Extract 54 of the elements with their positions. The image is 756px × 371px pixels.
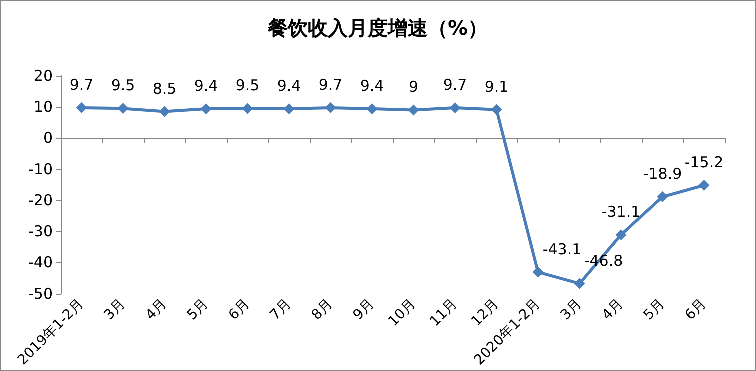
x-tick-label: 5月 bbox=[640, 296, 668, 324]
point bbox=[532, 266, 544, 278]
chart-title: 餐饮收入月度增速（%） bbox=[266, 16, 488, 40]
y-tick-label: 0 bbox=[43, 129, 53, 148]
x-tick-label: 5月 bbox=[184, 296, 212, 324]
data-label: 9.4 bbox=[360, 76, 384, 95]
data-label: 9.4 bbox=[194, 76, 218, 95]
point bbox=[491, 104, 502, 116]
point bbox=[574, 278, 586, 290]
y-tick-label: -10 bbox=[28, 160, 53, 178]
x-tick-label: 6月 bbox=[226, 296, 254, 324]
point bbox=[242, 103, 254, 114]
x-tick-label: 3月 bbox=[101, 296, 129, 324]
x-tick-label: 4月 bbox=[142, 296, 170, 324]
data-label: 9.7 bbox=[70, 76, 94, 94]
point bbox=[657, 192, 668, 203]
x-tick-label: 8月 bbox=[308, 296, 336, 324]
data-label: 9.4 bbox=[277, 76, 302, 95]
point bbox=[450, 102, 461, 114]
x-tick-label: 7月 bbox=[267, 296, 295, 324]
y-tick-label: -20 bbox=[28, 191, 53, 210]
x-tick-label: 6月 bbox=[682, 296, 710, 324]
point bbox=[284, 103, 295, 114]
point bbox=[698, 180, 710, 192]
data-label: 9.7 bbox=[318, 76, 343, 94]
data-label: -15.2 bbox=[684, 154, 724, 172]
data-label: 9.1 bbox=[484, 78, 509, 96]
y-tick-label: 20 bbox=[34, 67, 53, 85]
point bbox=[159, 106, 170, 118]
x-tick-label: 4月 bbox=[599, 296, 627, 324]
x-tick-label: 12月 bbox=[468, 296, 502, 330]
point bbox=[76, 102, 88, 114]
point bbox=[325, 102, 336, 114]
data-label: 9.5 bbox=[111, 76, 136, 95]
point bbox=[366, 103, 378, 114]
point bbox=[408, 104, 420, 116]
data-label: 9 bbox=[408, 78, 419, 96]
point bbox=[616, 229, 627, 240]
y-tick-label: 10 bbox=[34, 98, 53, 116]
y-tick-label: -30 bbox=[28, 222, 53, 241]
x-tick-label: 3月 bbox=[558, 296, 586, 324]
x-tick-label: 9月 bbox=[350, 296, 378, 324]
data-label: 9.7 bbox=[443, 76, 468, 94]
data-label: 8.5 bbox=[152, 80, 177, 98]
point bbox=[118, 103, 129, 114]
data-label: -31.1 bbox=[602, 202, 641, 221]
y-tick-label: -40 bbox=[28, 254, 53, 272]
y-tick-label: -50 bbox=[28, 284, 53, 303]
data-label: 9.5 bbox=[236, 76, 260, 95]
x-tick-label: 10月 bbox=[386, 296, 420, 330]
point bbox=[200, 103, 212, 114]
data-label: -43.1 bbox=[542, 240, 582, 258]
x-tick-label: 11月 bbox=[427, 296, 461, 330]
data-label: -18.9 bbox=[643, 165, 682, 184]
